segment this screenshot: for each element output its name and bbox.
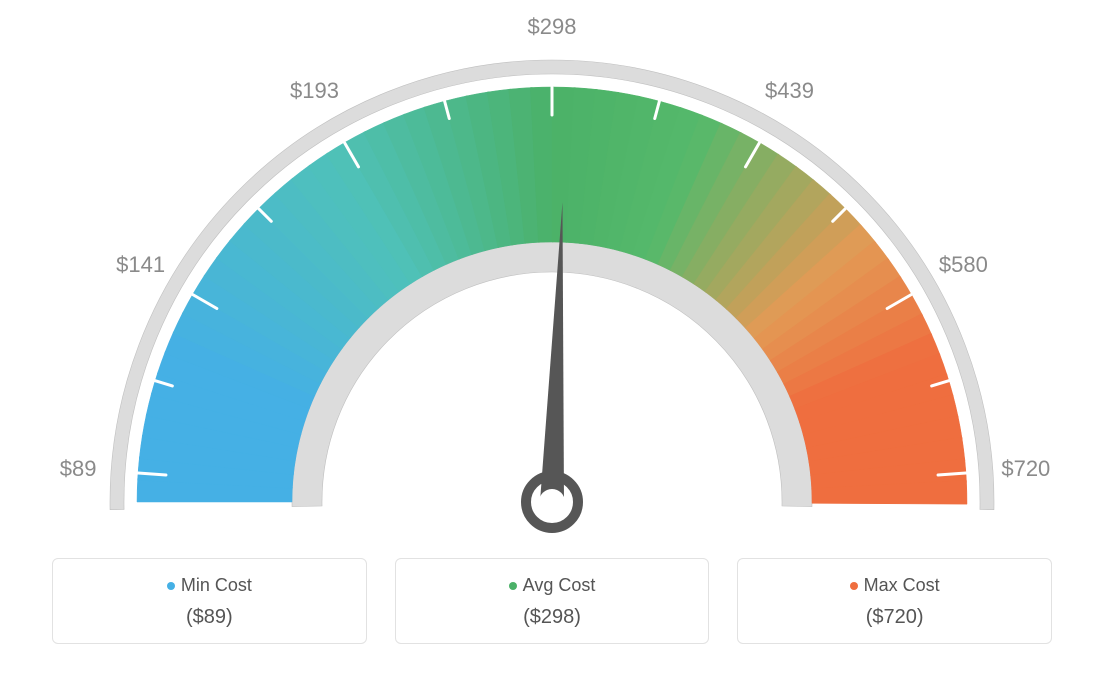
legend-title-min: Min Cost — [63, 575, 356, 596]
legend-title-avg: Avg Cost — [406, 575, 699, 596]
gauge-tick-label: $580 — [939, 252, 988, 278]
legend-title-avg-text: Avg Cost — [523, 575, 596, 595]
legend-card-max: Max Cost ($720) — [737, 558, 1052, 644]
legend-dot-max — [850, 582, 858, 590]
legend-title-max: Max Cost — [748, 575, 1041, 596]
gauge-tick-label: $439 — [765, 78, 814, 104]
legend-card-avg: Avg Cost ($298) — [395, 558, 710, 644]
legend-title-max-text: Max Cost — [864, 575, 940, 595]
legend-value-max: ($720) — [748, 606, 1041, 629]
legend-dot-min — [167, 582, 175, 590]
legend-title-min-text: Min Cost — [181, 575, 252, 595]
gauge-tick-label: $298 — [528, 14, 577, 40]
gauge-tick-label: $720 — [1001, 456, 1050, 482]
legend-card-min: Min Cost ($89) — [52, 558, 367, 644]
legend-value-min: ($89) — [63, 606, 356, 629]
gauge-tick-label: $89 — [60, 456, 97, 482]
legend-value-avg: ($298) — [406, 606, 699, 629]
gauge-tick-label: $193 — [290, 78, 339, 104]
gauge-tick-label: $141 — [116, 252, 165, 278]
legend-dot-avg — [509, 582, 517, 590]
gauge-chart: $89 $141 $193 $298 $439 $580 $720 — [0, 0, 1104, 540]
legend-row: Min Cost ($89) Avg Cost ($298) Max Cost … — [0, 540, 1104, 644]
